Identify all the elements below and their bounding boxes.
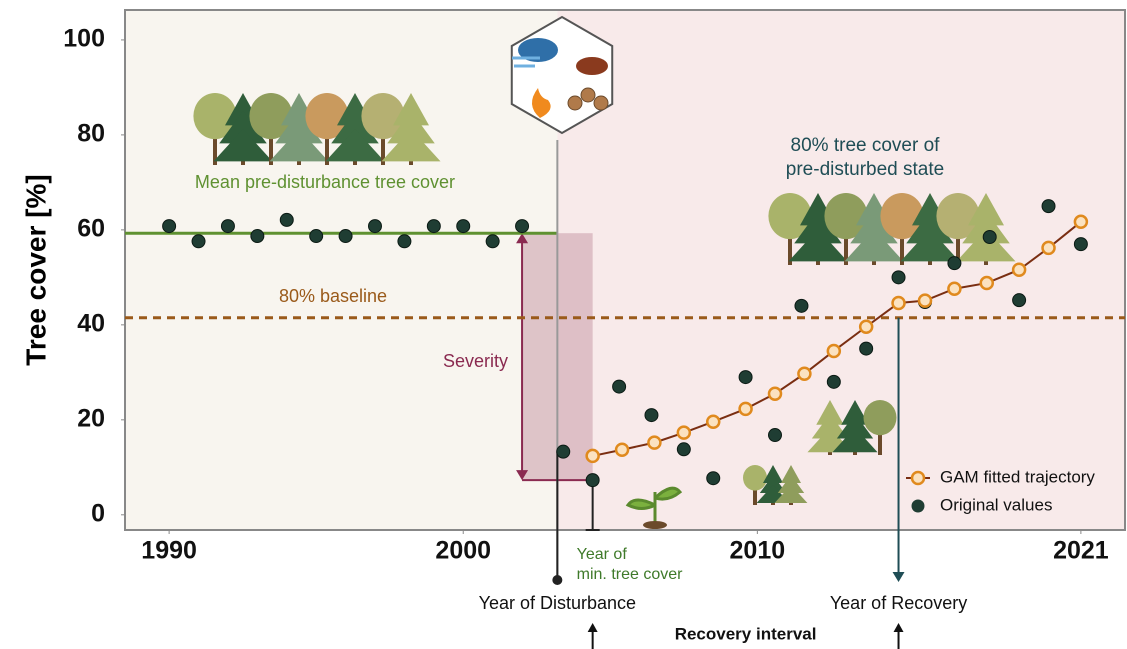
y-axis-title: Tree cover [%] xyxy=(20,174,51,365)
original-point xyxy=(739,371,752,384)
original-point xyxy=(892,271,905,284)
trajectory-point xyxy=(616,444,628,456)
original-point xyxy=(163,220,176,233)
interval-label: Recovery interval xyxy=(675,624,817,643)
original-point xyxy=(398,235,411,248)
y-tick-label: 80 xyxy=(77,120,105,148)
legend-marker xyxy=(912,500,925,513)
original-point xyxy=(677,443,690,456)
x-tick-label: 2021 xyxy=(1053,537,1109,565)
legend-label: GAM fitted trajectory xyxy=(940,467,1095,486)
y-tick-label: 100 xyxy=(63,25,105,53)
original-point xyxy=(795,299,808,312)
trajectory-point xyxy=(648,437,660,449)
icon-log xyxy=(568,96,582,110)
original-point xyxy=(427,220,440,233)
original-point xyxy=(221,220,234,233)
original-point xyxy=(1074,238,1087,251)
original-point xyxy=(948,257,961,270)
trajectory-point xyxy=(1075,216,1087,228)
arrow-head xyxy=(588,623,598,632)
original-point xyxy=(1013,294,1026,307)
trajectory-point xyxy=(587,450,599,462)
y-tick-label: 40 xyxy=(77,309,105,337)
trajectory-point xyxy=(919,295,931,307)
trajectory-point xyxy=(1043,242,1055,254)
y-tick-label: 0 xyxy=(91,499,105,527)
pre-disturbance-region xyxy=(125,10,557,530)
broadleaf xyxy=(864,400,897,435)
disturbance-label: Year of Disturbance xyxy=(479,593,636,613)
arrow-head xyxy=(894,623,904,632)
original-point xyxy=(369,220,382,233)
original-point xyxy=(457,220,470,233)
original-point xyxy=(860,342,873,355)
severity-label: Severity xyxy=(443,351,508,371)
legend-label: Original values xyxy=(940,495,1052,514)
baseline-label: 80% baseline xyxy=(279,286,387,306)
x-tick-label: 2010 xyxy=(730,537,786,565)
original-point xyxy=(586,474,599,487)
original-point xyxy=(339,230,352,243)
icon-log xyxy=(594,96,608,110)
x-tick-label: 2000 xyxy=(435,537,491,565)
icon-log xyxy=(581,88,595,102)
trajectory-point xyxy=(860,321,872,333)
chart: 0 20 40 60 80 100 1990 2000 2010 2021 Severity Mean… xyxy=(0,0,1127,649)
trajectory-point xyxy=(948,283,960,295)
recovered-label: pre-disturbed state xyxy=(786,159,944,180)
recovered-label: 80% tree cover of xyxy=(791,135,941,156)
mean-label: Mean pre-disturbance tree cover xyxy=(195,172,455,192)
original-point xyxy=(192,235,205,248)
original-point xyxy=(557,445,570,458)
recovery-label: Year of Recovery xyxy=(830,593,967,613)
legend-marker xyxy=(912,472,924,484)
icon-beetle xyxy=(576,57,608,75)
trajectory-point xyxy=(678,427,690,439)
trajectory-point xyxy=(740,403,752,415)
broadleaf xyxy=(743,465,767,491)
arrow-head xyxy=(893,572,905,582)
trajectory-point xyxy=(981,277,993,289)
x-tick-label: 1990 xyxy=(141,537,197,565)
trajectory-point xyxy=(798,368,810,380)
original-point xyxy=(613,380,626,393)
min-label: min. tree cover xyxy=(577,566,683,583)
soil xyxy=(643,521,667,529)
original-point xyxy=(486,235,499,248)
original-point xyxy=(280,213,293,226)
min-label: Year of xyxy=(577,546,628,563)
original-point xyxy=(707,472,720,485)
trajectory-point xyxy=(893,297,905,309)
trajectory-point xyxy=(1013,264,1025,276)
original-point xyxy=(516,220,529,233)
y-tick-label: 20 xyxy=(77,404,105,432)
original-point xyxy=(310,230,323,243)
disturbance-dot xyxy=(552,575,562,585)
original-point xyxy=(983,230,996,243)
original-point xyxy=(251,230,264,243)
original-point xyxy=(827,375,840,388)
original-point xyxy=(769,429,782,442)
original-point xyxy=(1042,200,1055,213)
trajectory-point xyxy=(769,388,781,400)
original-point xyxy=(645,409,658,422)
y-tick-label: 60 xyxy=(77,214,105,242)
trajectory-point xyxy=(828,345,840,357)
trajectory-point xyxy=(707,416,719,428)
